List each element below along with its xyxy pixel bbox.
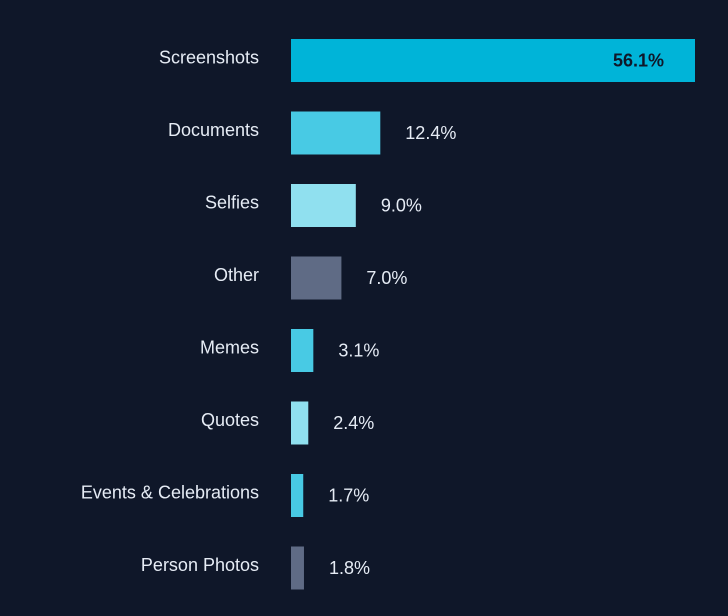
- value-label-selfies: 9.0%: [381, 195, 422, 215]
- bar-selfies: [291, 184, 356, 227]
- value-label-screenshots: 56.1%: [613, 50, 664, 70]
- category-label-memes: Memes: [200, 337, 259, 357]
- labels-layer: Screenshots 56.1% Documents 12.4% Selfies 9.0…: [81, 47, 664, 578]
- category-label-events-and-celebrations: Events & Celebrations: [81, 482, 259, 502]
- bar-events-and-celebrations: [291, 474, 304, 517]
- value-label-memes: 3.1%: [338, 340, 379, 360]
- category-label-screenshots: Screenshots: [159, 47, 259, 67]
- category-label-other: Other: [214, 265, 259, 285]
- bar-quotes: [291, 401, 309, 445]
- bar-memes: [291, 329, 314, 372]
- category-label-documents: Documents: [168, 120, 259, 140]
- bar-documents: [291, 111, 381, 155]
- bar-screenshots: [291, 39, 695, 82]
- value-label-other: 7.0%: [366, 268, 407, 288]
- bars-layer: [291, 39, 695, 590]
- value-label-events-and-celebrations: 1.7%: [328, 485, 369, 505]
- value-label-documents: 12.4%: [405, 123, 456, 143]
- category-label-quotes: Quotes: [201, 410, 259, 430]
- bar-person-photos: [291, 546, 304, 590]
- value-label-quotes: 2.4%: [333, 413, 374, 433]
- value-label-person-photos: 1.8%: [329, 558, 370, 578]
- bar-other: [291, 256, 342, 300]
- category-label-person-photos: Person Photos: [141, 555, 259, 575]
- category-label-selfies: Selfies: [205, 192, 259, 212]
